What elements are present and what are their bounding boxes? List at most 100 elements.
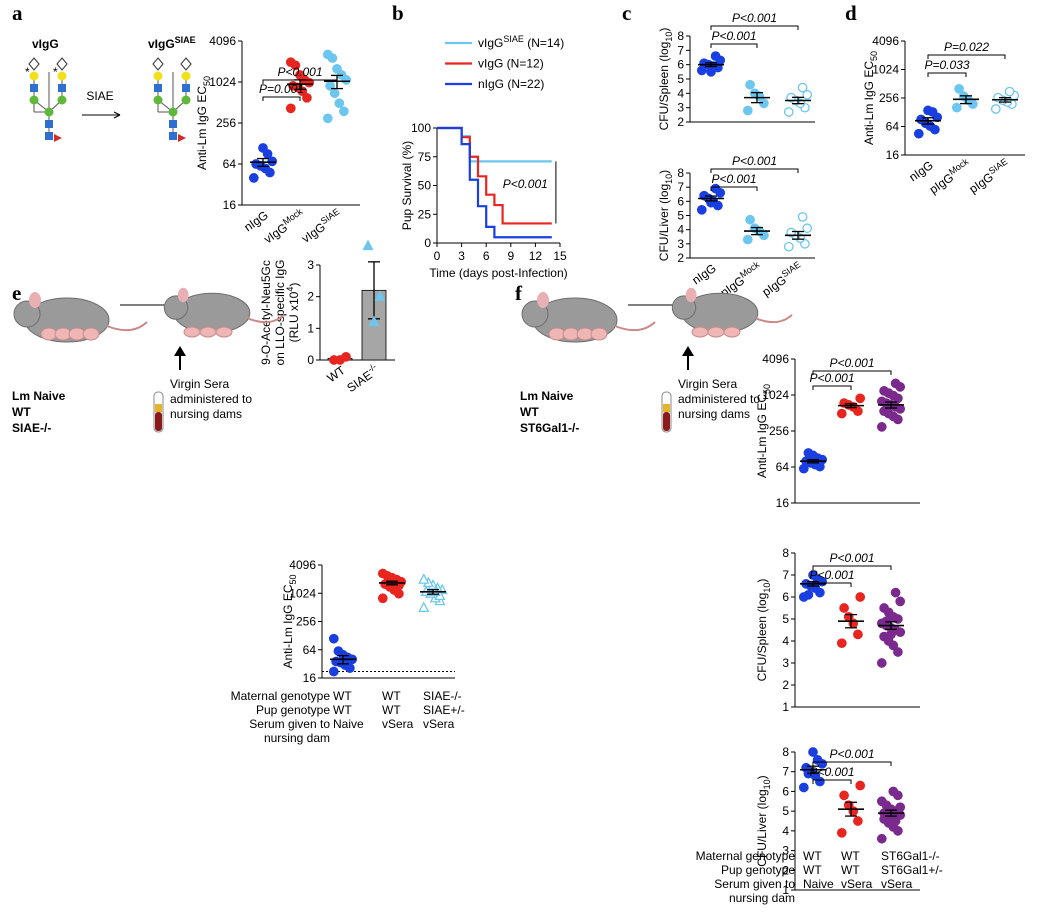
glycan-hexose [181,95,191,105]
y-axis-label-part: CFU/Spleen (log [657,42,671,131]
y-axis-label-part: CFU/Liver (log [657,184,671,261]
data-point [853,816,863,826]
data-point [328,633,339,644]
glycan-hexose [29,95,39,105]
survival-line [437,126,552,239]
y-tick-label: 4 [782,824,789,838]
column-label: SIAE-/- [423,689,462,703]
data-point [742,234,753,245]
data-point [285,103,296,114]
data-point [339,106,349,117]
y-axis-label: Anti-Lm IgG EC50 [281,574,298,668]
data-point [248,173,259,183]
y-tick-label: 7 [677,43,684,57]
row-label: nursing dam [729,891,795,905]
y-axis-label: Anti-Lm IgG EC50 [195,76,212,170]
p-value: P=0.022 [944,40,989,54]
x-tick-label-part: Mock [281,206,305,227]
data-point [362,239,374,251]
panel-letter: c [622,1,631,25]
arrow-head [682,346,694,356]
y-tick-label: 2 [677,115,684,129]
y-tick-label: 1 [782,700,789,714]
y-axis-label-part: 10 [762,583,772,593]
y-tick-label: 8 [782,745,789,759]
significance-bracket [812,370,892,375]
data-point [876,796,887,807]
serum-fill [155,404,162,412]
data-point [895,596,906,607]
y-axis-label-part: CFU/Liver (log [755,789,769,866]
y-tick-label: 2 [782,678,789,692]
pup [183,326,201,338]
y-tick-label: 64 [776,460,790,474]
x-tick-label: pIgGSIAE [758,259,805,299]
pup [723,326,741,338]
row-label: nursing dam [264,731,330,745]
glycan-hexose [57,71,67,81]
y-tick-label: 7 [782,568,789,582]
y-tick-label: 7 [782,765,789,779]
y-tick-label: 16 [776,496,790,510]
x-tick-label: 3 [458,249,465,263]
y-axis-label-part: Anti-Lm IgG EC [862,61,876,145]
data-point [895,802,906,813]
p-value: P<0.001 [277,65,322,79]
mouse-ear [177,287,189,303]
legend-label: vIgGSIAE (N=14) [478,34,564,50]
y-tick-label: 1024 [289,586,316,600]
survival-line [437,126,552,163]
data-point [745,79,755,90]
mouse-ear [685,287,697,303]
data-point [855,780,866,791]
data-point [377,568,388,579]
data-point [836,827,847,838]
row-label: Maternal genotype [231,689,331,703]
y-tick-label: 75 [418,150,432,164]
mouse-ear [29,292,41,308]
column-label: vSera [881,877,913,891]
y-tick-label: 1024 [762,388,789,402]
y-axis-label-part: (RLU x10 [287,291,301,342]
row-label: Maternal genotype [696,849,796,863]
x-tick-label-part: Mock [738,259,762,280]
data-point [759,98,769,109]
group-legend: WT [12,405,31,419]
y-tick-label: 3 [677,101,684,115]
y-tick-label: 4096 [762,352,789,366]
p-value: P<0.001 [829,747,874,761]
glycan-sialic [152,57,164,71]
glycan-fucose [54,134,62,142]
x-tick-label: nIgG [689,261,718,287]
star: * [25,65,30,79]
survival-line [437,126,552,225]
glycan-glcnac [169,132,177,140]
column-label: ST6Gal1-/- [881,849,940,863]
p-value: P=0.033 [924,58,969,72]
y-tick-label: 2 [782,863,789,877]
legend-label-part: vIgG [478,36,503,50]
data-point [836,638,847,649]
data-point [783,107,794,117]
scene-note: nursing dams [170,407,242,421]
data-point [803,448,814,458]
data-point [913,128,924,139]
glycan-hexose [168,107,178,117]
legend-label: nIgG (N=22) [478,77,544,91]
x-tick-label: 0 [434,249,441,263]
data-point [1004,86,1015,97]
x-tick-label: nIgG [906,158,935,184]
significance-bracket [812,779,852,784]
p-value: P<0.001 [732,154,777,168]
group-legend: SIAE-/- [12,421,51,435]
y-tick-label: 6 [782,590,789,604]
group-legend: Lm Naive [520,389,574,403]
group-legend: ST6Gal1-/- [520,421,579,435]
arrow-head [174,346,186,356]
data-point [886,629,896,640]
data-point [797,212,808,222]
data-point [812,755,823,765]
p-value: P<0.001 [711,29,756,43]
y-tick-label: 256 [769,424,789,438]
data-point [876,658,887,668]
